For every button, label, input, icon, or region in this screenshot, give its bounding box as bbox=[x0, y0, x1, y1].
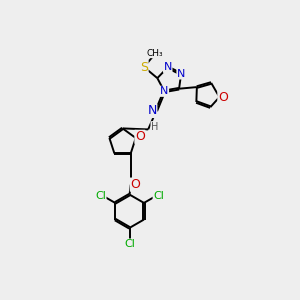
Text: S: S bbox=[140, 61, 148, 74]
Text: CH₃: CH₃ bbox=[146, 49, 163, 58]
Text: N: N bbox=[147, 104, 157, 117]
Text: Cl: Cl bbox=[95, 191, 106, 201]
Text: N: N bbox=[160, 86, 169, 96]
Text: O: O bbox=[130, 178, 140, 191]
Text: N: N bbox=[177, 69, 185, 79]
Text: O: O bbox=[218, 91, 228, 103]
Text: H: H bbox=[151, 122, 158, 132]
Text: Cl: Cl bbox=[124, 239, 135, 249]
Text: N: N bbox=[164, 62, 172, 72]
Text: Cl: Cl bbox=[153, 191, 164, 201]
Text: O: O bbox=[135, 130, 145, 143]
